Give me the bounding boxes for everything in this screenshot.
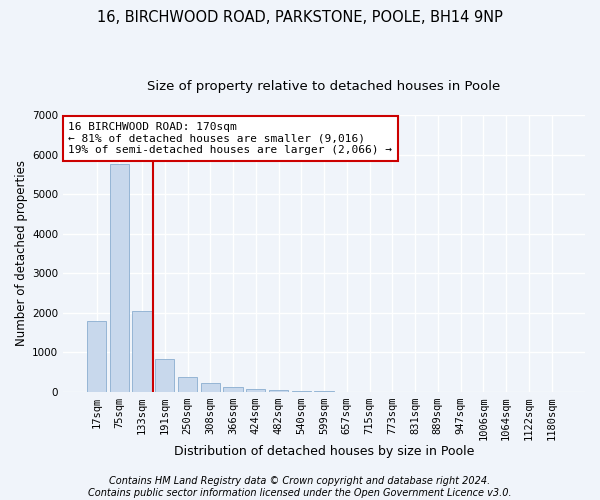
Bar <box>223 386 243 392</box>
Bar <box>178 376 197 392</box>
Y-axis label: Number of detached properties: Number of detached properties <box>15 160 28 346</box>
Bar <box>200 382 220 392</box>
Title: Size of property relative to detached houses in Poole: Size of property relative to detached ho… <box>148 80 501 93</box>
Bar <box>87 320 106 392</box>
Bar <box>133 310 152 392</box>
X-axis label: Distribution of detached houses by size in Poole: Distribution of detached houses by size … <box>174 444 474 458</box>
Bar <box>110 164 129 392</box>
Text: 16, BIRCHWOOD ROAD, PARKSTONE, POOLE, BH14 9NP: 16, BIRCHWOOD ROAD, PARKSTONE, POOLE, BH… <box>97 10 503 25</box>
Text: 16 BIRCHWOOD ROAD: 170sqm
← 81% of detached houses are smaller (9,016)
19% of se: 16 BIRCHWOOD ROAD: 170sqm ← 81% of detac… <box>68 122 392 155</box>
Bar <box>269 390 288 392</box>
Bar <box>246 388 265 392</box>
Bar <box>292 391 311 392</box>
Text: Contains HM Land Registry data © Crown copyright and database right 2024.
Contai: Contains HM Land Registry data © Crown c… <box>88 476 512 498</box>
Bar <box>155 360 175 392</box>
